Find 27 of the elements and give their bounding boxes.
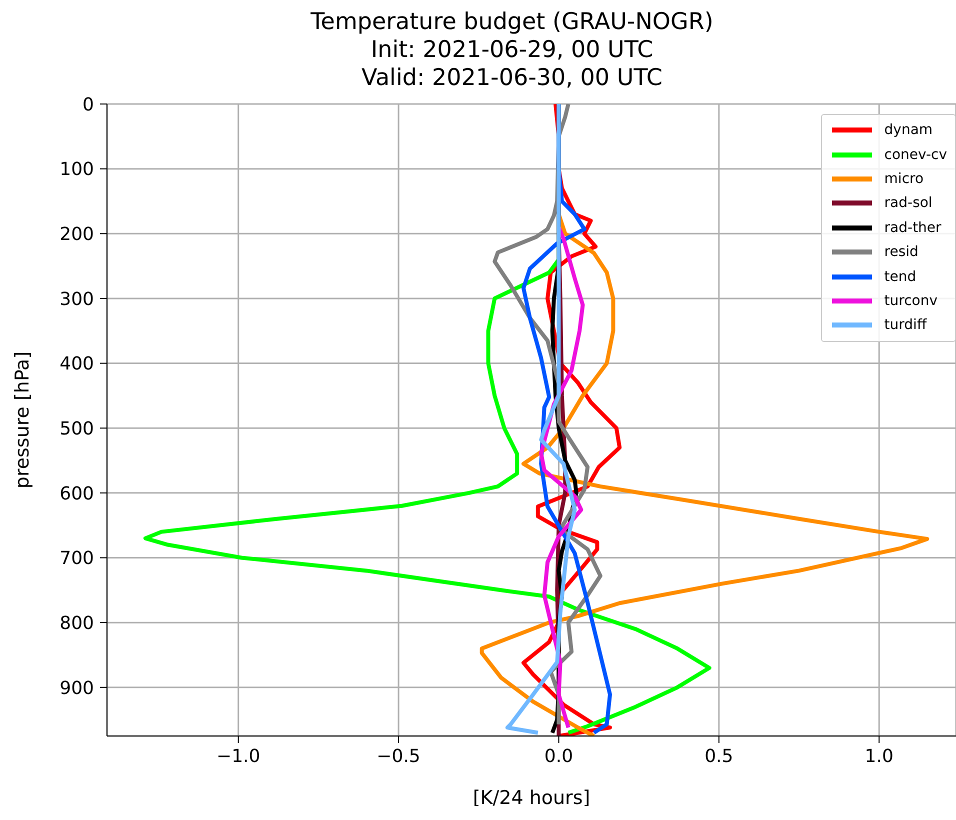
- legend-label: turdiff: [884, 317, 927, 334]
- legend-label: turconv: [884, 292, 938, 309]
- legend-label: rad-ther: [884, 220, 942, 236]
- y-tick-label: 800: [60, 612, 94, 634]
- y-tick-label: 600: [60, 483, 94, 504]
- x-tick-label: −0.5: [376, 746, 420, 767]
- y-axis-title: pressure [hPa]: [12, 351, 34, 489]
- legend-label: rad-sol: [884, 195, 932, 212]
- y-tick-label: 200: [60, 224, 94, 246]
- y-tick-label: 0: [82, 94, 94, 116]
- legend-label: tend: [884, 268, 916, 285]
- y-tick-label: 700: [60, 548, 94, 570]
- legend-label: conev-cv: [884, 146, 947, 163]
- x-tick-label: 1.0: [864, 746, 894, 767]
- line-series: [505, 104, 577, 735]
- legend-label: resid: [884, 244, 918, 260]
- legend-label: dynam: [884, 122, 933, 138]
- y-tick-label: 900: [60, 678, 94, 699]
- y-tick-label: 400: [60, 354, 94, 375]
- y-tick-label: 300: [60, 288, 94, 310]
- chart-title: Temperature budget (GRAU-NOGR) Init: 2021-06-29, 00 UTC Valid: 2021-06-30, 00 UTC: [310, 8, 714, 92]
- x-tick-label: −1.0: [216, 746, 260, 767]
- legend-label: micro: [884, 170, 924, 187]
- y-tick-label: 500: [60, 418, 94, 440]
- x-tick-label: 0.5: [704, 746, 734, 767]
- x-tick-label: 0.0: [544, 746, 574, 767]
- y-tick-label: 100: [60, 159, 94, 180]
